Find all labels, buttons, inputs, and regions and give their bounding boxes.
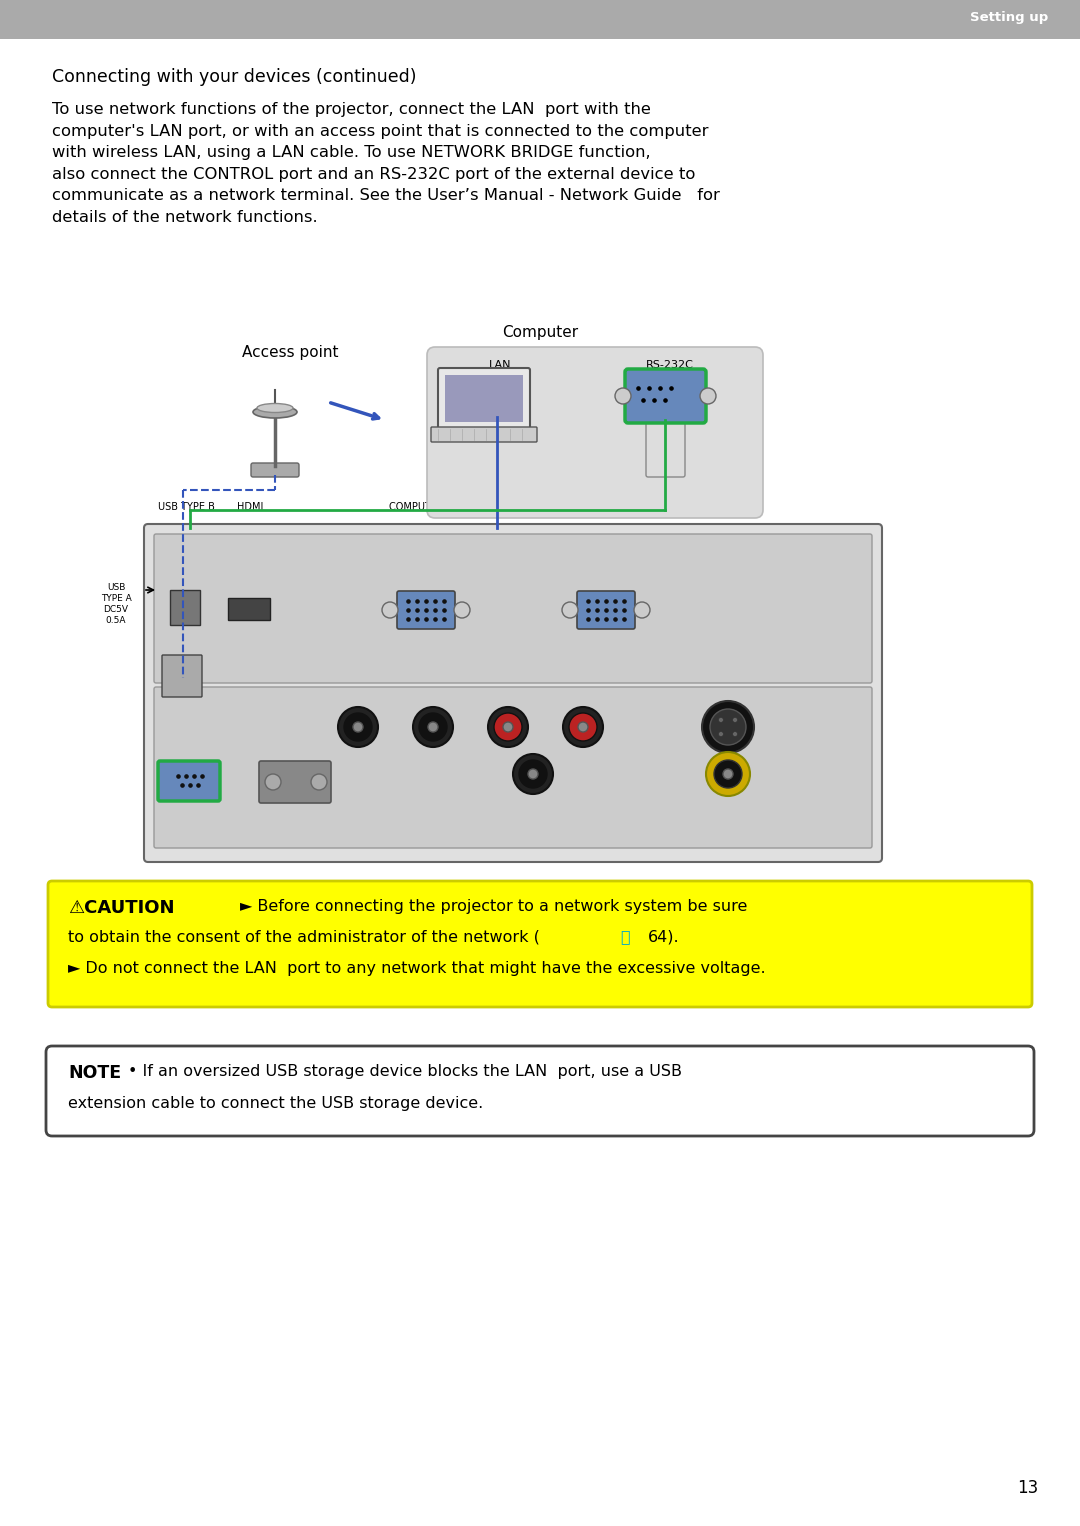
- Circle shape: [338, 707, 378, 748]
- Circle shape: [710, 710, 746, 745]
- FancyBboxPatch shape: [48, 881, 1032, 1007]
- Circle shape: [706, 752, 750, 797]
- FancyBboxPatch shape: [431, 427, 537, 443]
- Circle shape: [714, 760, 742, 787]
- Text: LAN: LAN: [489, 360, 511, 369]
- Circle shape: [718, 717, 724, 722]
- Text: Access point: Access point: [242, 345, 338, 360]
- FancyBboxPatch shape: [397, 591, 455, 629]
- FancyBboxPatch shape: [577, 591, 635, 629]
- Text: AUDIO IN2: AUDIO IN2: [511, 807, 555, 816]
- FancyBboxPatch shape: [170, 591, 200, 626]
- Text: Setting up: Setting up: [970, 12, 1048, 24]
- Circle shape: [702, 700, 754, 752]
- FancyBboxPatch shape: [646, 418, 685, 478]
- Circle shape: [503, 722, 513, 732]
- FancyBboxPatch shape: [144, 523, 882, 862]
- Text: 13: 13: [1017, 1479, 1039, 1497]
- Text: AUDIO OUT: AUDIO OUT: [559, 691, 607, 700]
- FancyBboxPatch shape: [259, 761, 330, 803]
- FancyBboxPatch shape: [476, 378, 519, 409]
- Circle shape: [488, 707, 528, 748]
- Circle shape: [382, 601, 399, 618]
- Text: USB
TYPE A
DC5V
0.5A: USB TYPE A DC5V 0.5A: [100, 583, 132, 626]
- FancyBboxPatch shape: [468, 372, 527, 420]
- Circle shape: [494, 713, 522, 742]
- Circle shape: [569, 713, 597, 742]
- Circle shape: [732, 717, 738, 722]
- Text: ⚠CAUTION: ⚠CAUTION: [68, 899, 175, 917]
- Circle shape: [615, 388, 631, 404]
- FancyBboxPatch shape: [0, 0, 1080, 40]
- Ellipse shape: [257, 403, 293, 412]
- Circle shape: [265, 774, 281, 790]
- Text: • If an oversized USB storage device blocks the LAN  port, use a USB: • If an oversized USB storage device blo…: [129, 1064, 681, 1079]
- Text: USB TYPE B: USB TYPE B: [158, 502, 215, 513]
- Circle shape: [718, 731, 724, 737]
- Circle shape: [732, 731, 738, 737]
- Circle shape: [345, 713, 372, 742]
- Text: ► Do not connect the LAN  port to any network that might have the excessive volt: ► Do not connect the LAN port to any net…: [68, 961, 766, 977]
- FancyBboxPatch shape: [251, 462, 299, 478]
- Circle shape: [723, 769, 733, 778]
- Text: Connecting with your devices (continued): Connecting with your devices (continued): [52, 69, 417, 85]
- Text: to obtain the consent of the administrator of the network (: to obtain the consent of the administrat…: [68, 929, 540, 945]
- FancyBboxPatch shape: [154, 687, 872, 848]
- Text: 📔: 📔: [620, 929, 630, 945]
- Circle shape: [634, 601, 650, 618]
- Circle shape: [563, 707, 603, 748]
- Circle shape: [513, 754, 553, 794]
- Text: AUDIO IN3: AUDIO IN3: [486, 691, 530, 700]
- Circle shape: [519, 760, 546, 787]
- Circle shape: [413, 707, 453, 748]
- FancyBboxPatch shape: [158, 761, 220, 801]
- FancyBboxPatch shape: [625, 369, 706, 423]
- FancyBboxPatch shape: [427, 346, 762, 517]
- Text: HDMI: HDMI: [237, 502, 264, 513]
- FancyBboxPatch shape: [46, 1045, 1034, 1135]
- Circle shape: [562, 601, 578, 618]
- Text: COMPUTER IN1: COMPUTER IN1: [569, 502, 644, 513]
- Circle shape: [578, 722, 588, 732]
- FancyBboxPatch shape: [154, 534, 872, 684]
- Text: extension cable to connect the USB storage device.: extension cable to connect the USB stora…: [68, 1096, 483, 1111]
- Circle shape: [353, 722, 363, 732]
- Text: MONITOR OUT: MONITOR OUT: [266, 752, 326, 761]
- Circle shape: [419, 713, 447, 742]
- Text: CONTROL: CONTROL: [170, 752, 211, 761]
- Circle shape: [428, 722, 438, 732]
- Text: NOTE: NOTE: [68, 1064, 121, 1082]
- Text: ► Before connecting the projector to a network system be sure: ► Before connecting the projector to a n…: [240, 899, 747, 914]
- FancyBboxPatch shape: [228, 598, 270, 620]
- Text: 64).: 64).: [648, 929, 679, 945]
- Circle shape: [528, 769, 538, 778]
- Text: AUDIO IN1: AUDIO IN1: [410, 691, 455, 700]
- Text: S-VIDEO: S-VIDEO: [711, 691, 745, 700]
- Circle shape: [700, 388, 716, 404]
- Text: COMPUTER IN2: COMPUTER IN2: [389, 502, 463, 513]
- Circle shape: [311, 774, 327, 790]
- FancyBboxPatch shape: [438, 368, 530, 432]
- Circle shape: [454, 601, 470, 618]
- FancyBboxPatch shape: [445, 375, 523, 423]
- Text: Computer: Computer: [502, 325, 578, 340]
- Ellipse shape: [253, 406, 297, 418]
- Text: VIDEO: VIDEO: [715, 807, 741, 816]
- Text: RS-232C: RS-232C: [646, 360, 694, 369]
- Text: MIC: MIC: [350, 691, 366, 700]
- FancyBboxPatch shape: [162, 655, 202, 697]
- Text: To use network functions of the projector, connect the LAN  port with the
comput: To use network functions of the projecto…: [52, 102, 720, 224]
